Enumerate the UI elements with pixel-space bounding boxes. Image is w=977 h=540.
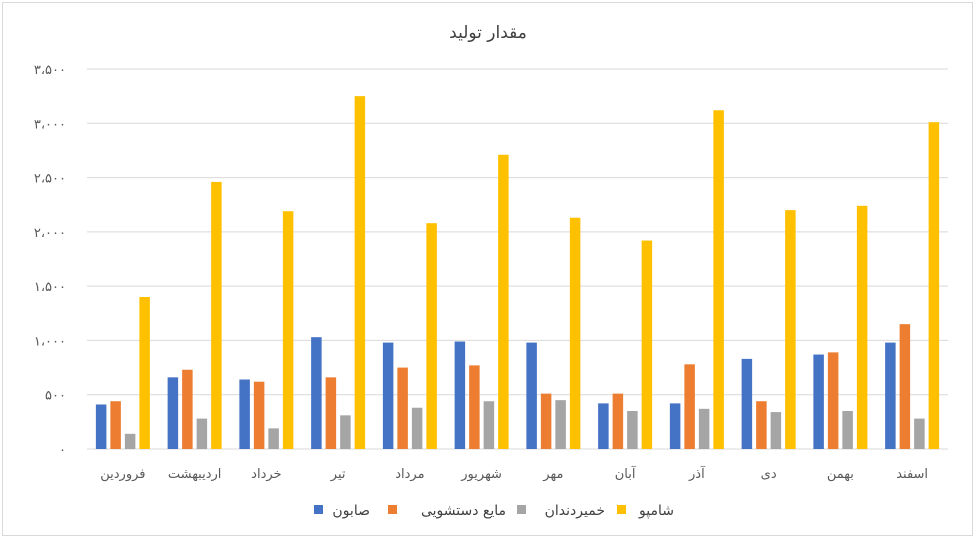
- bar: [756, 401, 767, 449]
- legend-swatch: [388, 505, 397, 514]
- bar: [698, 408, 710, 449]
- bar: [239, 379, 250, 449]
- bar: [454, 341, 466, 449]
- bar: [856, 205, 868, 449]
- y-tick-label: ۰: [59, 443, 66, 458]
- bar: [813, 354, 824, 449]
- bar: [885, 342, 896, 449]
- bar: [196, 418, 208, 449]
- x-tick-label: فروردین: [100, 467, 145, 482]
- y-tick-label: ۲،۰۰۰: [34, 226, 66, 241]
- bar: [842, 411, 853, 449]
- bar: [311, 337, 322, 449]
- bar: [741, 358, 753, 449]
- bar: [167, 377, 179, 449]
- bar: [469, 365, 480, 449]
- bars: [95, 96, 940, 450]
- legend-label: صابون: [332, 503, 370, 519]
- x-axis-ticks: فروردین اردیبهشت خرداد تیر مرداد شهریور مهر آبا…: [100, 465, 928, 482]
- bar: [253, 381, 265, 449]
- bar: [483, 401, 495, 449]
- bar: [684, 364, 695, 449]
- bar: [641, 240, 653, 449]
- chart-title: مقدار تولید: [449, 23, 527, 43]
- bar: [498, 154, 509, 449]
- x-tick-label: اسفند: [896, 467, 928, 482]
- y-tick-label: ۳،۵۰۰: [34, 63, 66, 78]
- bar: [928, 122, 940, 449]
- legend: صابون مایع دستشویی خمیردندان شامپو: [314, 503, 674, 519]
- x-tick-label: آذر: [688, 465, 706, 482]
- bar: [340, 415, 351, 449]
- bar: [612, 393, 624, 449]
- legend-label: مایع دستشویی: [421, 503, 506, 519]
- bar: [325, 377, 337, 449]
- bar: [827, 352, 839, 449]
- x-tick-label: تیر: [330, 467, 346, 482]
- y-tick-label: ۳،۰۰۰: [34, 117, 66, 132]
- bar: [526, 342, 537, 449]
- y-tick-label: ۵۰۰: [45, 389, 66, 404]
- bar: [182, 369, 193, 449]
- y-tick-label: ۱،۰۰۰: [34, 334, 66, 349]
- legend-swatch: [617, 505, 626, 514]
- bar: [282, 211, 294, 449]
- x-tick-label: خرداد: [251, 467, 281, 482]
- bar: [95, 404, 107, 449]
- bar: [555, 400, 566, 449]
- bar: [268, 428, 279, 449]
- bar: [139, 297, 150, 449]
- bar: [914, 418, 925, 449]
- bar: [598, 403, 609, 449]
- bar: [124, 433, 136, 449]
- y-axis-ticks: ۰ ۵۰۰ ۱،۰۰۰ ۱،۵۰۰ ۲،۰۰۰ ۲،۵۰۰ ۳،۰۰۰ ۳،۵۰۰: [34, 63, 66, 458]
- y-tick-label: ۱،۵۰۰: [34, 280, 66, 295]
- legend-label: شامپو: [638, 503, 674, 519]
- legend-label: خمیردندان: [545, 503, 605, 519]
- bar: [426, 223, 437, 449]
- bar: [211, 181, 222, 449]
- gridlines: [87, 68, 948, 450]
- x-tick-label: دی: [761, 467, 777, 482]
- bar: [713, 110, 724, 449]
- bar: [669, 403, 681, 449]
- legend-swatch: [314, 505, 323, 514]
- bar: [411, 407, 423, 449]
- bar: [785, 210, 796, 449]
- bar: [540, 393, 552, 449]
- bar: [397, 367, 408, 449]
- legend-swatch: [517, 505, 526, 514]
- bar: [382, 342, 394, 449]
- x-tick-label: اردیبهشت: [168, 467, 222, 482]
- x-tick-label: مهر: [542, 467, 563, 482]
- y-tick-label: ۲،۵۰۰: [34, 172, 66, 187]
- bar: [110, 401, 121, 449]
- x-tick-label: شهریور: [460, 467, 502, 482]
- x-tick-label: آبان: [615, 465, 637, 482]
- bar: [354, 96, 366, 450]
- bar: [569, 217, 581, 449]
- x-tick-label: بهمن: [827, 467, 854, 482]
- bar: [770, 412, 782, 449]
- bar: [627, 411, 638, 449]
- x-tick-label: مرداد: [395, 467, 424, 482]
- bar: [899, 324, 911, 449]
